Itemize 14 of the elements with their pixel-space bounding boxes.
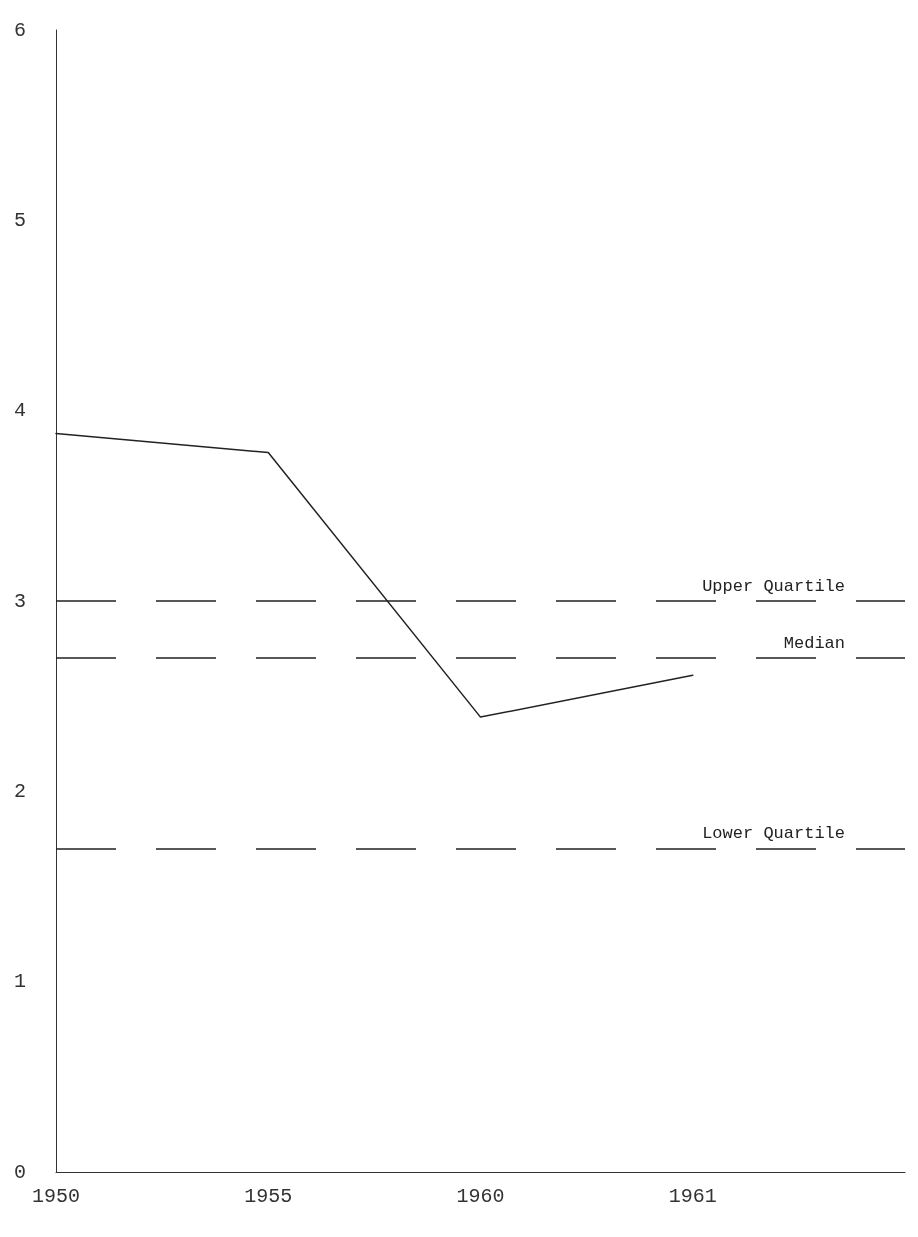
ref-line-label: Median xyxy=(783,634,845,654)
x-tick-label: 1955 xyxy=(244,1184,293,1208)
y-tick-label: 4 xyxy=(13,399,26,423)
x-tick-label: 1961 xyxy=(668,1184,717,1208)
y-tick-label: 6 xyxy=(13,18,26,42)
y-tick-label: 1 xyxy=(13,970,26,994)
x-tick-label: 1950 xyxy=(31,1184,81,1208)
ref-line-label: Lower Quartile xyxy=(702,824,845,844)
y-tick-label: 0 xyxy=(13,1160,26,1184)
y-tick-label: 2 xyxy=(13,779,26,803)
x-tick-label: 1960 xyxy=(456,1184,505,1208)
y-tick-label: 5 xyxy=(13,208,26,232)
ref-line-label: Upper Quartile xyxy=(702,577,845,596)
y-tick-label: 3 xyxy=(13,589,26,613)
